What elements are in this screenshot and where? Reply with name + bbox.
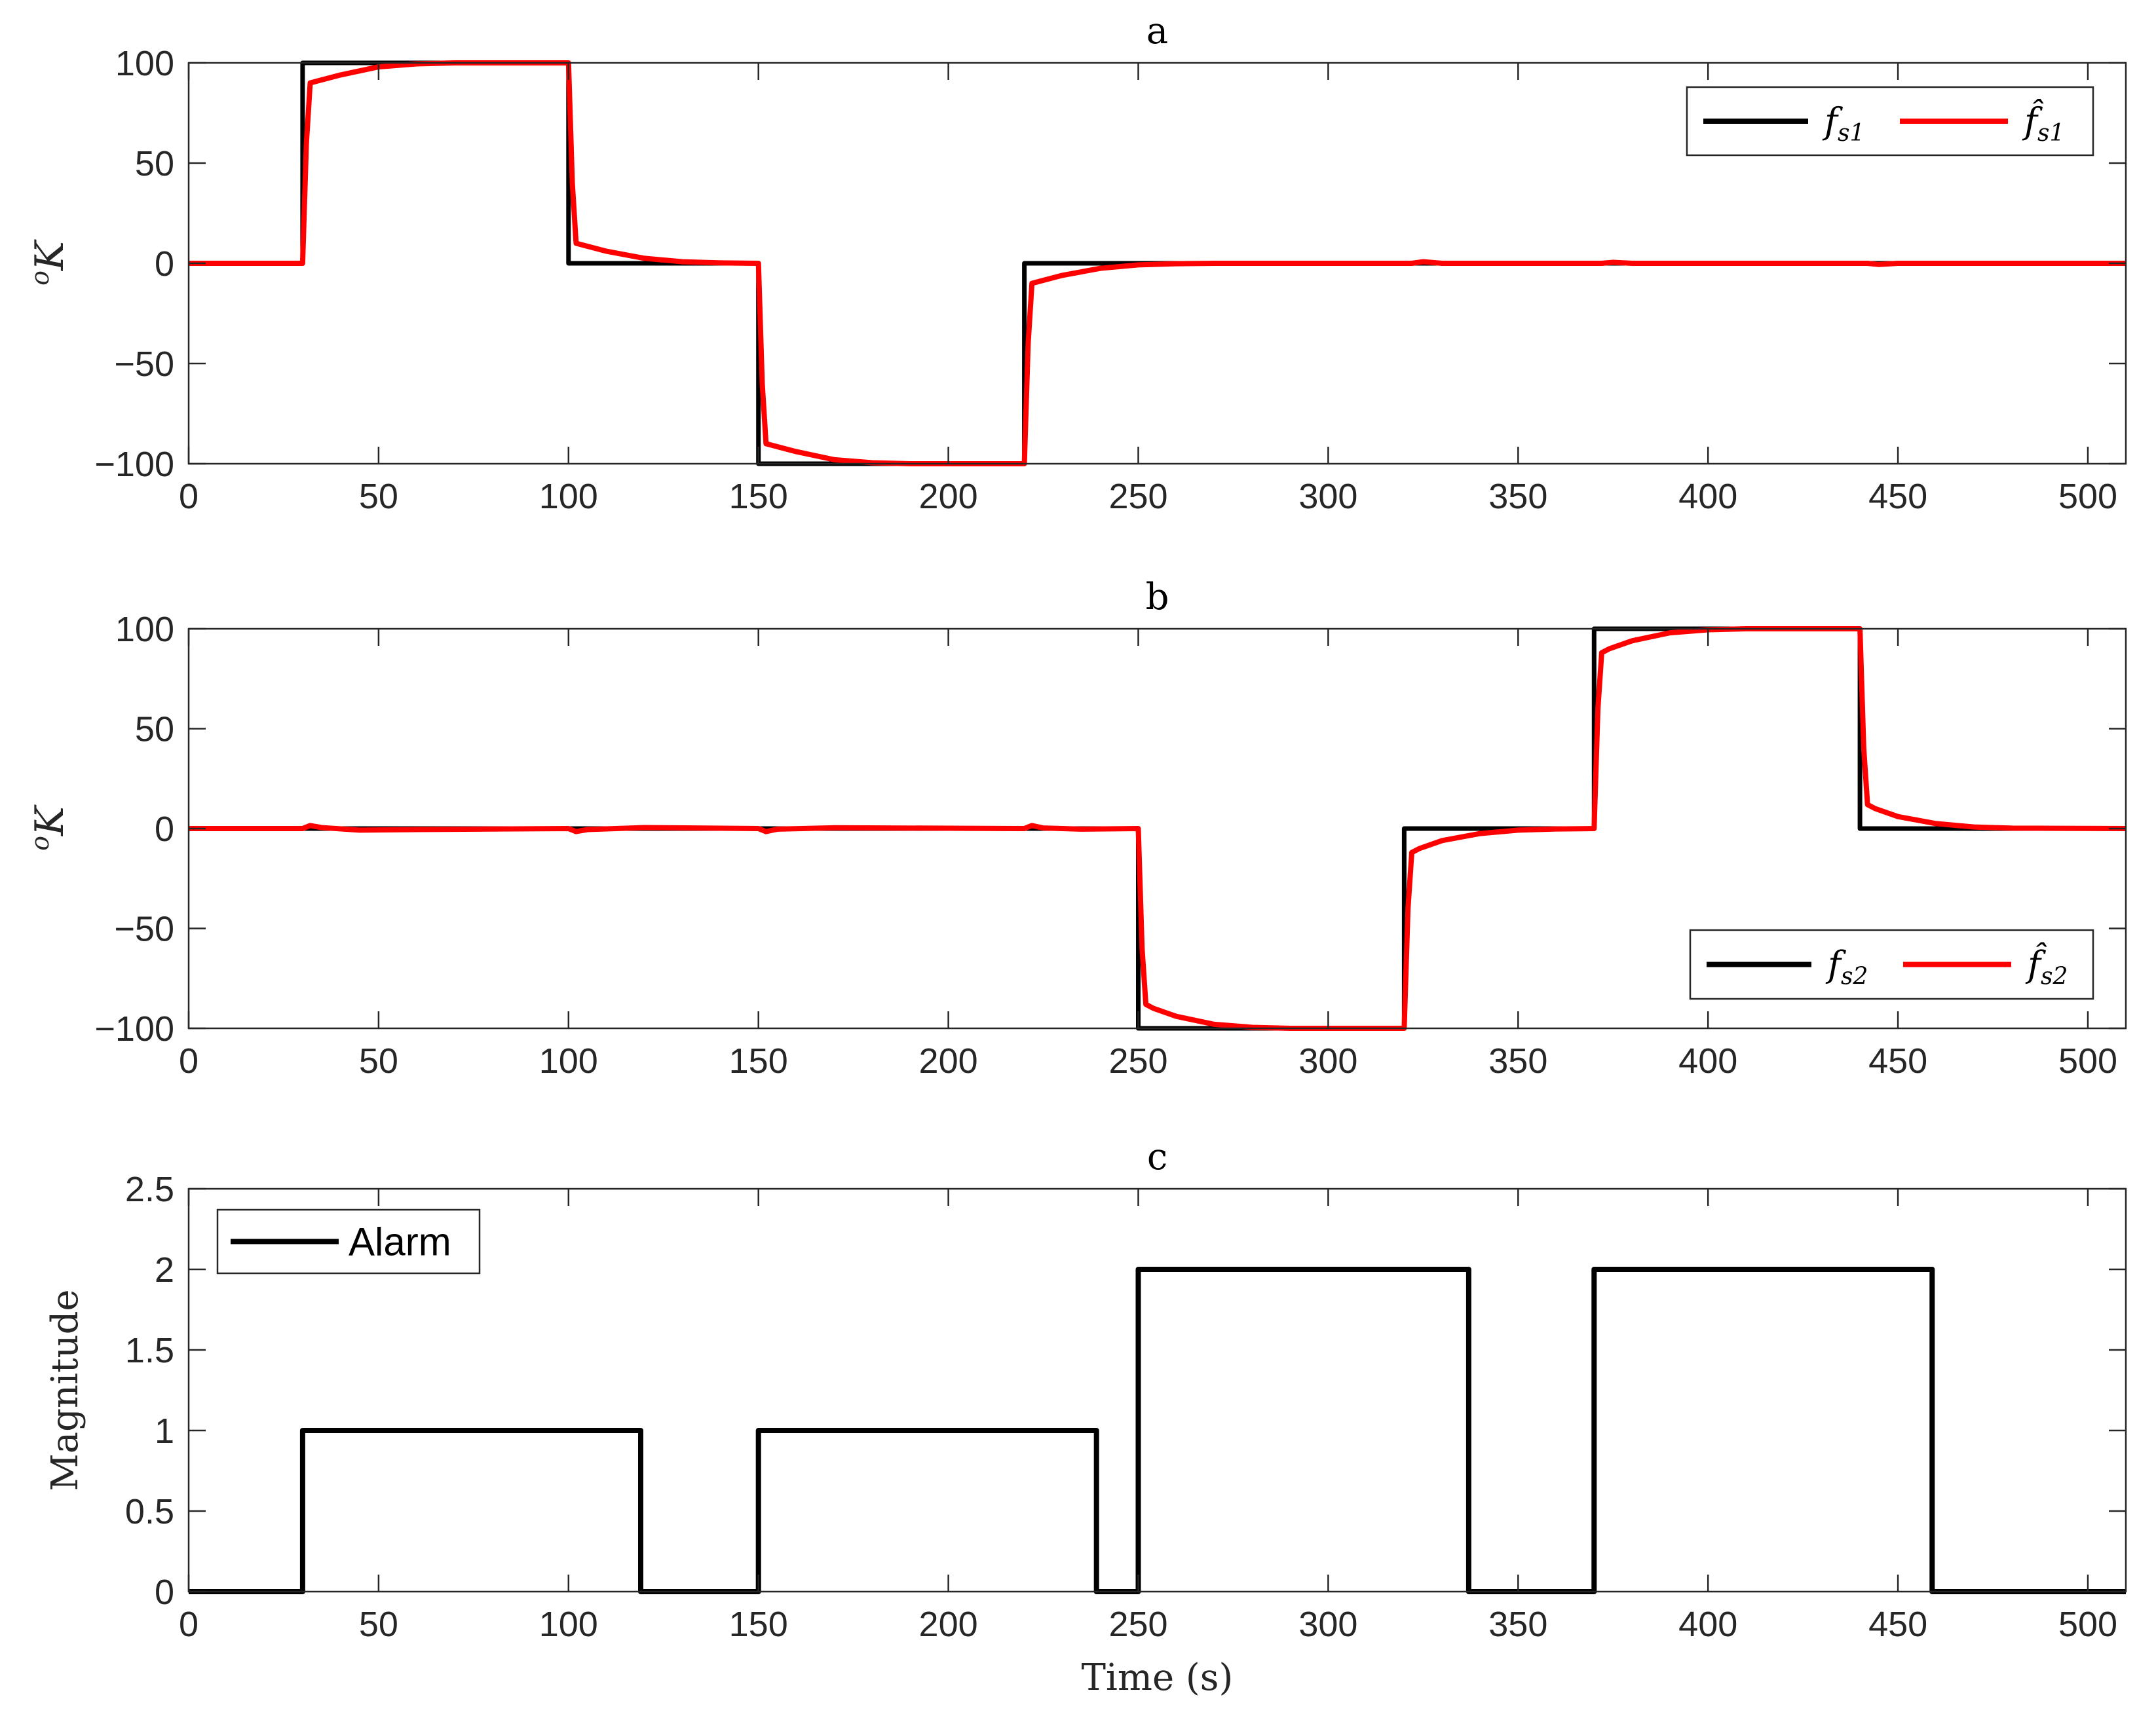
- y-axis-label: oK: [26, 804, 73, 851]
- y-tick-label: 2.5: [125, 1170, 174, 1209]
- y-tick-label: 50: [135, 710, 174, 749]
- legend: fs1 f̂s1: [1687, 87, 2093, 155]
- x-tick-label: 200: [919, 477, 978, 516]
- x-tick-label: 350: [1488, 1041, 1547, 1081]
- x-tick-label: 150: [729, 477, 788, 516]
- y-tick-label: −50: [114, 345, 174, 384]
- y-tick-label: 50: [135, 144, 174, 183]
- x-tick-label: 50: [359, 1041, 398, 1081]
- chart-panel-b: 0 50 100 150 200 250 300 350 400 450 500 −100 −50 0 50…: [26, 576, 2126, 1081]
- y-tick-label: 1.5: [125, 1331, 174, 1370]
- x-axis-label: Time (s): [1082, 1656, 1234, 1699]
- y-tick-label: 1: [155, 1412, 174, 1451]
- x-tick-label: 300: [1298, 1605, 1357, 1644]
- x-tick-label: 300: [1298, 477, 1357, 516]
- y-tick-label: −100: [94, 1009, 174, 1049]
- y-tick-label: 0: [155, 244, 174, 284]
- x-tick-label: 0: [179, 1605, 199, 1644]
- x-tick-label: 450: [1868, 477, 1927, 516]
- y-tick-label: 100: [115, 44, 174, 83]
- y-tick-label: −100: [94, 445, 174, 484]
- x-tick-label: 400: [1678, 477, 1737, 516]
- y-tick-label: 0: [155, 1573, 174, 1612]
- x-tick-label: 50: [359, 1605, 398, 1644]
- y-axis-label-main: K: [27, 239, 73, 271]
- legend-label-sub: s2: [1841, 963, 1868, 990]
- panel-title: b: [1146, 576, 1169, 618]
- x-tick-label: 350: [1488, 477, 1547, 516]
- x-tick-label: 500: [2058, 477, 2117, 516]
- y-axis-label-main: K: [27, 804, 73, 836]
- x-tick-label: 150: [729, 1041, 788, 1081]
- x-tick-label: 400: [1678, 1041, 1737, 1081]
- x-tick-label: 300: [1298, 1041, 1357, 1081]
- y-tick-label: 100: [115, 610, 174, 649]
- y-tick-label: 0: [155, 810, 174, 849]
- x-tick-label: 250: [1108, 477, 1167, 516]
- legend: fs2 f̂s2: [1690, 930, 2093, 999]
- y-tick-label: 2: [155, 1250, 174, 1290]
- x-tick-label: 100: [539, 1041, 598, 1081]
- legend-label-1: Alarm: [349, 1220, 451, 1264]
- x-tick-label: 450: [1868, 1041, 1927, 1081]
- x-tick-label: 350: [1488, 1605, 1547, 1644]
- x-tick-label: 450: [1868, 1605, 1927, 1644]
- y-axis-label-superscript: o: [26, 836, 54, 851]
- x-tick-label: 50: [359, 477, 398, 516]
- panel-title: c: [1147, 1136, 1167, 1178]
- x-tick-label: 100: [539, 477, 598, 516]
- legend-label-sub: s1: [2037, 120, 2064, 147]
- x-tick-label: 200: [919, 1605, 978, 1644]
- chart-panel-a: 0 50 100 150 200 250 300 350 400 450 500 −100 −50 0 50…: [26, 10, 2126, 516]
- x-tick-label: 500: [2058, 1605, 2117, 1644]
- x-tick-label: 150: [729, 1605, 788, 1644]
- y-axis-label: Magnitude: [44, 1289, 86, 1491]
- x-tick-label: 0: [179, 1041, 199, 1081]
- y-axis-label-superscript: o: [26, 271, 54, 286]
- x-tick-label: 250: [1108, 1041, 1167, 1081]
- x-tick-label: 400: [1678, 1605, 1737, 1644]
- y-axis-label: oK: [26, 239, 73, 286]
- x-tick-label: 500: [2058, 1041, 2117, 1081]
- x-tick-label: 100: [539, 1605, 598, 1644]
- x-tick-label: 0: [179, 477, 199, 516]
- panel-title: a: [1146, 10, 1168, 52]
- x-tick-label: 250: [1108, 1605, 1167, 1644]
- legend-label-sub: s2: [2041, 963, 2068, 990]
- y-tick-label: 0.5: [125, 1492, 174, 1531]
- legend: Alarm: [217, 1210, 480, 1273]
- chart-panel-c: 0 50 100 150 200 250 300 350 400 450 500 0 0.5 1 1.5 2 2…: [44, 1136, 2126, 1699]
- legend-label-sub: s1: [1838, 120, 1864, 147]
- x-tick-label: 200: [919, 1041, 978, 1081]
- y-tick-label: −50: [114, 910, 174, 949]
